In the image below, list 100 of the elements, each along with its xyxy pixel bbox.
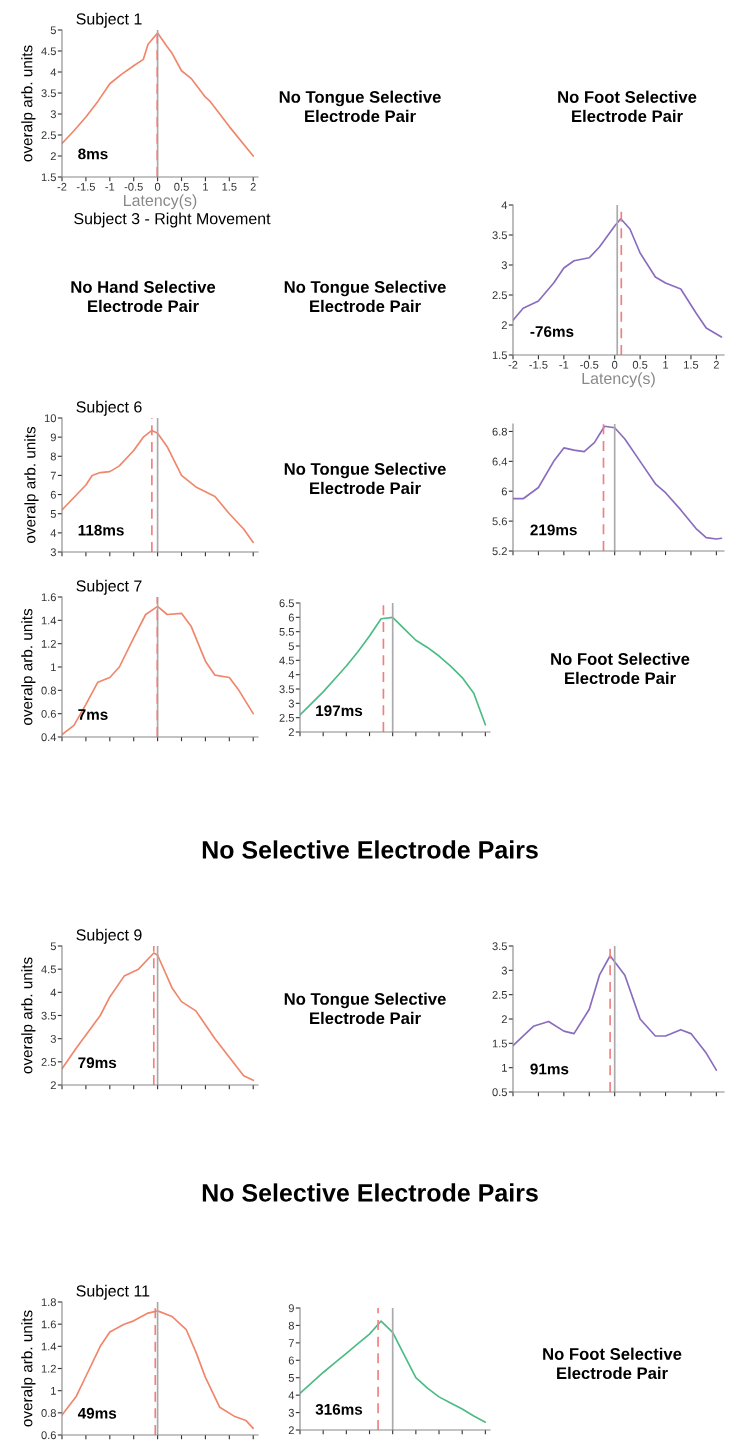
text: No Foot Selective Electrode Pair: [543, 1347, 682, 1380]
chart-title: Subject 6: [76, 400, 142, 416]
chart-title: Subject 7: [76, 579, 142, 595]
y-tick-label: 3.5: [279, 685, 294, 694]
x-tick-label: -0.5: [124, 182, 143, 191]
x-tick-label: 1.5: [684, 360, 699, 369]
annotation: 316ms: [315, 1403, 363, 1415]
y-tick-label: 4: [50, 529, 57, 537]
y-tick-label: 5: [288, 1374, 294, 1382]
x-tick-label: 0: [612, 360, 618, 369]
y-axis-title: overalp arb. units: [21, 957, 36, 1074]
y-tick-label: 4: [288, 671, 295, 679]
annotation: 118ms: [78, 524, 124, 536]
y-tick-label: 1.8: [41, 1298, 56, 1307]
x-tick-label: 2: [713, 360, 719, 369]
x-tick-label: -1.5: [76, 182, 96, 191]
y-tick-label: 7: [288, 1339, 294, 1347]
y-tick-label: 1: [51, 1387, 56, 1395]
y-tick-label: 1.6: [41, 1320, 56, 1329]
y-tick-label: 4: [501, 201, 508, 210]
y-tick-label: 2.5: [492, 291, 507, 300]
x-tick-label: -1.5: [529, 360, 548, 369]
x-tick-label: 0.5: [174, 182, 189, 191]
y-tick-label: 3.5: [41, 1011, 56, 1020]
y-tick-label: 2: [50, 152, 56, 161]
y-tick-label: 0.8: [41, 1409, 56, 1417]
y-tick-label: 3: [50, 1034, 56, 1043]
y-tick-label: 5: [50, 510, 56, 518]
x-tick-label: -2: [508, 360, 518, 369]
x-tick-label: 0.5: [632, 360, 648, 369]
text: No Selective Electrode Pairs: [202, 840, 538, 859]
x-axis-title: Latency(s): [582, 372, 655, 388]
y-tick-label: 2.5: [279, 713, 294, 722]
y-tick-label: 6: [288, 1356, 294, 1365]
x-tick-label: 1: [663, 360, 669, 369]
y-tick-label: 2: [50, 1081, 56, 1090]
line-series: [300, 1320, 487, 1423]
y-tick-label: 2: [501, 1015, 507, 1024]
text: No Hand Selective Electrode Pair: [71, 280, 216, 313]
y-tick-label: 0.6: [41, 709, 56, 718]
y-tick-label: 0.8: [41, 686, 56, 695]
y-tick-label: 6: [50, 490, 56, 499]
y-tick-label: 1.5: [41, 173, 56, 182]
y-tick-label: 0.4: [41, 733, 57, 742]
x-tick-label: -1: [105, 182, 115, 191]
line-series: [62, 605, 255, 736]
y-tick-label: 6: [288, 613, 294, 622]
y-tick-label: 3: [288, 699, 294, 708]
annotation: 197ms: [316, 705, 363, 717]
line-series: [300, 616, 487, 726]
line-series: [62, 1310, 255, 1430]
x-tick-label: 2: [250, 182, 256, 191]
text: Subject 3 - Right Movement: [74, 212, 271, 228]
y-tick-label: 8: [50, 452, 56, 461]
x-tick-label: -1: [559, 360, 569, 369]
y-tick-label: 10: [44, 414, 57, 423]
y-tick-label: 1.4: [41, 1342, 57, 1351]
y-tick-label: 5.2: [492, 547, 507, 556]
x-tick-label: -2: [57, 182, 67, 191]
y-tick-label: 1.5: [492, 351, 507, 360]
y-tick-label: 4: [50, 988, 57, 997]
y-tick-label: 1.2: [41, 1364, 56, 1373]
annotation: 91ms: [530, 1063, 569, 1075]
y-tick-label: 1: [502, 1064, 507, 1072]
x-tick-label: 0: [154, 182, 161, 191]
annotation: 219ms: [530, 524, 577, 536]
y-axis-title: overalp arb. units: [24, 426, 39, 543]
y-tick-label: 2.5: [41, 1058, 56, 1066]
y-tick-label: 5.5: [279, 628, 294, 636]
x-tick-label: 1.5: [222, 182, 237, 191]
text: No Selective Electrode Pairs: [202, 1183, 538, 1202]
chart-title: Subject 9: [76, 928, 142, 944]
y-tick-label: 5: [50, 26, 56, 35]
y-tick-label: 6.8: [492, 427, 507, 436]
y-tick-label: 1.5: [492, 1039, 507, 1048]
y-tick-label: 6.4: [492, 457, 508, 466]
y-tick-label: 2.5: [41, 131, 56, 140]
y-tick-label: 3: [501, 261, 507, 270]
y-axis-title: overalp arb. units: [21, 1310, 36, 1427]
line-series: [513, 425, 723, 540]
y-tick-label: 6.5: [279, 599, 294, 608]
line-series: [62, 952, 255, 1082]
y-tick-label: 1: [51, 663, 56, 672]
y-tick-label: 9: [50, 433, 56, 442]
y-tick-label: 3: [50, 548, 56, 557]
annotation: 8ms: [78, 148, 108, 160]
annotation: 49ms: [77, 1407, 117, 1419]
text: No Foot Selective Electrode Pair: [558, 90, 697, 123]
y-tick-label: 5: [50, 942, 56, 951]
y-tick-label: 3: [50, 110, 56, 119]
annotation: -76ms: [530, 326, 574, 337]
y-tick-label: 5: [288, 642, 294, 651]
line-series: [513, 217, 723, 338]
y-tick-label: 4.5: [41, 965, 56, 974]
y-tick-label: 4.5: [41, 47, 56, 56]
y-tick-label: 4.5: [279, 656, 294, 665]
chart-title: Subject 11: [76, 1284, 150, 1300]
text: No Foot Selective Electrode Pair: [551, 652, 690, 685]
annotation: 79ms: [78, 1057, 117, 1069]
y-tick-label: 1.2: [41, 639, 56, 648]
